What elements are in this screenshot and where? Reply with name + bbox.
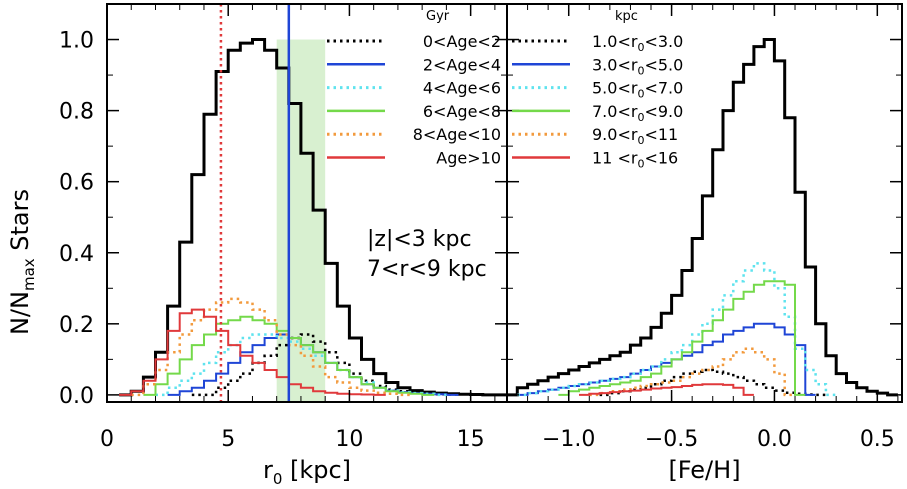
legend-label-part: 5.0<r xyxy=(592,79,638,98)
legend-label-sub: 0 xyxy=(637,134,644,147)
legend-label-part: 11 <r xyxy=(592,149,638,168)
legend: kpc1.0<r0<3.03.0<r0<5.05.0<r0<7.07.0<r0<… xyxy=(512,9,683,171)
panels: 0 5 10 150.00.20.40.60.81.0r0 [kpc]Gyr0<Age… xyxy=(59,3,903,488)
y-tick-label: 0.0 xyxy=(59,384,94,409)
legend-label-sub: 0 xyxy=(637,158,644,171)
legend-label-part: 7.0<r xyxy=(592,102,638,121)
series-11-r0-16 xyxy=(579,383,754,396)
legend-label: 11 <r0<16 xyxy=(592,149,678,171)
legend-label: 5.0<r0<7.0 xyxy=(592,79,683,101)
plot-frame xyxy=(506,3,903,403)
legend-label-part: <11 xyxy=(644,125,678,144)
legend-title: Gyr xyxy=(426,9,450,24)
x-tick-label: 5 xyxy=(221,427,235,452)
x-tick-label: 0.0 xyxy=(757,427,792,452)
y-axis-label-sub: max xyxy=(20,258,38,291)
series-8-age-10 xyxy=(131,297,410,397)
series-age-10 xyxy=(119,308,386,396)
y-tick-label: 0.8 xyxy=(59,100,94,125)
series-5-0-r0-7-0 xyxy=(517,262,837,397)
legend-label-sub: 0 xyxy=(637,111,644,124)
x-tick-label: 0.5 xyxy=(860,427,895,452)
panel-2: −1.0 −0.5 0.0 0.5[Fe/H]kpc1.0<r0<3.03.0<r0<… xyxy=(506,3,903,484)
series-3-0-r0-5-0 xyxy=(517,322,816,396)
legend-label: 0<Age<2 xyxy=(423,32,501,51)
legend-label: 1.0<r0<3.0 xyxy=(592,32,683,54)
x-axis-label-tail: [kpc] xyxy=(282,456,351,484)
legend-label-sub: 0 xyxy=(637,41,644,54)
legend-label: 6<Age<8 xyxy=(423,102,501,121)
y-tick-label: 0.4 xyxy=(59,242,94,267)
legend-label-part: <7.0 xyxy=(644,79,683,98)
legend-title: kpc xyxy=(615,9,638,24)
legend-label-part: <5.0 xyxy=(644,55,683,74)
legend-label-part: <9.0 xyxy=(644,102,683,121)
x-axis-label-main: r xyxy=(263,456,273,484)
legend-label-part: 3.0<r xyxy=(592,55,638,74)
y-tick-label: 0.6 xyxy=(59,171,94,196)
legend-label: 7.0<r0<9.0 xyxy=(592,102,683,124)
x-axis-label: [Fe/H] xyxy=(668,456,740,484)
x-tick-label: −1.0 xyxy=(542,427,595,452)
legend-label-part: 1.0<r xyxy=(592,32,638,51)
series-7-0-r0-9-0 xyxy=(558,280,806,396)
legend-label: 9.0<r0<11 xyxy=(592,125,678,147)
legend-label: Age>10 xyxy=(436,149,501,168)
x-tick-label: 10 xyxy=(335,427,363,452)
legend-label: 3.0<r0<5.0 xyxy=(592,55,683,77)
y-axis-label: N/Nmax Stars xyxy=(6,189,38,335)
legend: Gyr 0<Age<2 2<Age<4 4<Age<6 6<Age<8 8<Age<10 A… xyxy=(327,9,501,168)
legend-label-part: <3.0 xyxy=(644,32,683,51)
x-tick-label: 0 xyxy=(100,427,114,452)
legend-label: 8<Age<10 xyxy=(413,125,501,144)
annotation-line: 7<r<9 kpc xyxy=(367,257,487,282)
series-all-stars xyxy=(507,38,898,397)
annotation-line: |z|<3 kpc xyxy=(367,227,472,252)
legend-label-part: 9.0<r xyxy=(592,125,638,144)
y-axis-label-tail: Stars xyxy=(6,189,34,258)
legend-label: 2<Age<4 xyxy=(423,55,501,74)
x-axis-label: r0 [kpc] xyxy=(263,456,351,488)
legend-label-sub: 0 xyxy=(637,64,644,77)
series-9-0-r0-11 xyxy=(589,347,795,397)
legend-label-part: <16 xyxy=(644,149,678,168)
x-tick-label: 15 xyxy=(457,427,485,452)
legend-label-sub: 0 xyxy=(637,88,644,101)
legend-label: 4<Age<6 xyxy=(423,79,501,98)
y-axis-label-main: N/N xyxy=(6,291,34,335)
y-tick-label: 0.2 xyxy=(59,313,94,338)
y-tick-label: 1.0 xyxy=(59,29,94,54)
x-axis-label-sub: 0 xyxy=(273,470,283,488)
panel-1: 0 5 10 150.00.20.40.60.81.0r0 [kpc]Gyr0<Age… xyxy=(59,3,508,488)
x-tick-label: −0.5 xyxy=(645,427,698,452)
